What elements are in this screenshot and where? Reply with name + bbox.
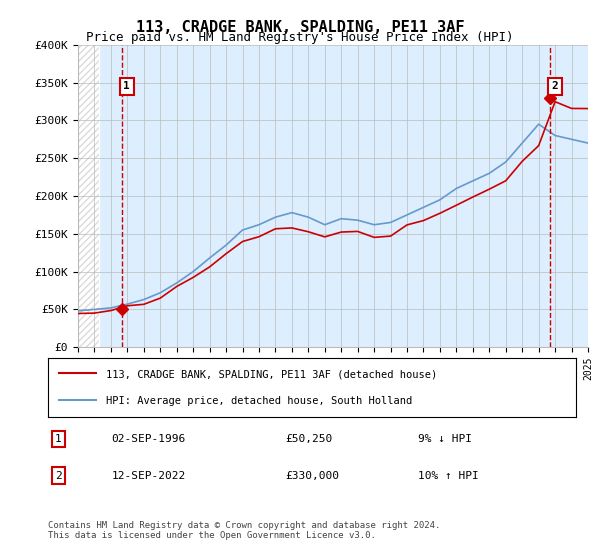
Text: 113, CRADGE BANK, SPALDING, PE11 3AF: 113, CRADGE BANK, SPALDING, PE11 3AF [136,20,464,35]
Text: £330,000: £330,000 [286,470,340,480]
Text: 10% ↑ HPI: 10% ↑ HPI [418,470,478,480]
Text: 1: 1 [55,434,62,444]
Text: Contains HM Land Registry data © Crown copyright and database right 2024.
This d: Contains HM Land Registry data © Crown c… [48,521,440,540]
Text: 02-SEP-1996: 02-SEP-1996 [112,434,185,444]
Text: 2: 2 [55,470,62,480]
Text: 12-SEP-2022: 12-SEP-2022 [112,470,185,480]
Bar [78,45,100,347]
Text: 9% ↓ HPI: 9% ↓ HPI [418,434,472,444]
Text: Price paid vs. HM Land Registry's House Price Index (HPI): Price paid vs. HM Land Registry's House … [86,31,514,44]
Text: £50,250: £50,250 [286,434,333,444]
Text: HPI: Average price, detached house, South Holland: HPI: Average price, detached house, Sout… [106,396,412,406]
Text: 2: 2 [552,81,559,91]
Text: 1: 1 [124,81,130,91]
Text: 113, CRADGE BANK, SPALDING, PE11 3AF (detached house): 113, CRADGE BANK, SPALDING, PE11 3AF (de… [106,369,437,379]
